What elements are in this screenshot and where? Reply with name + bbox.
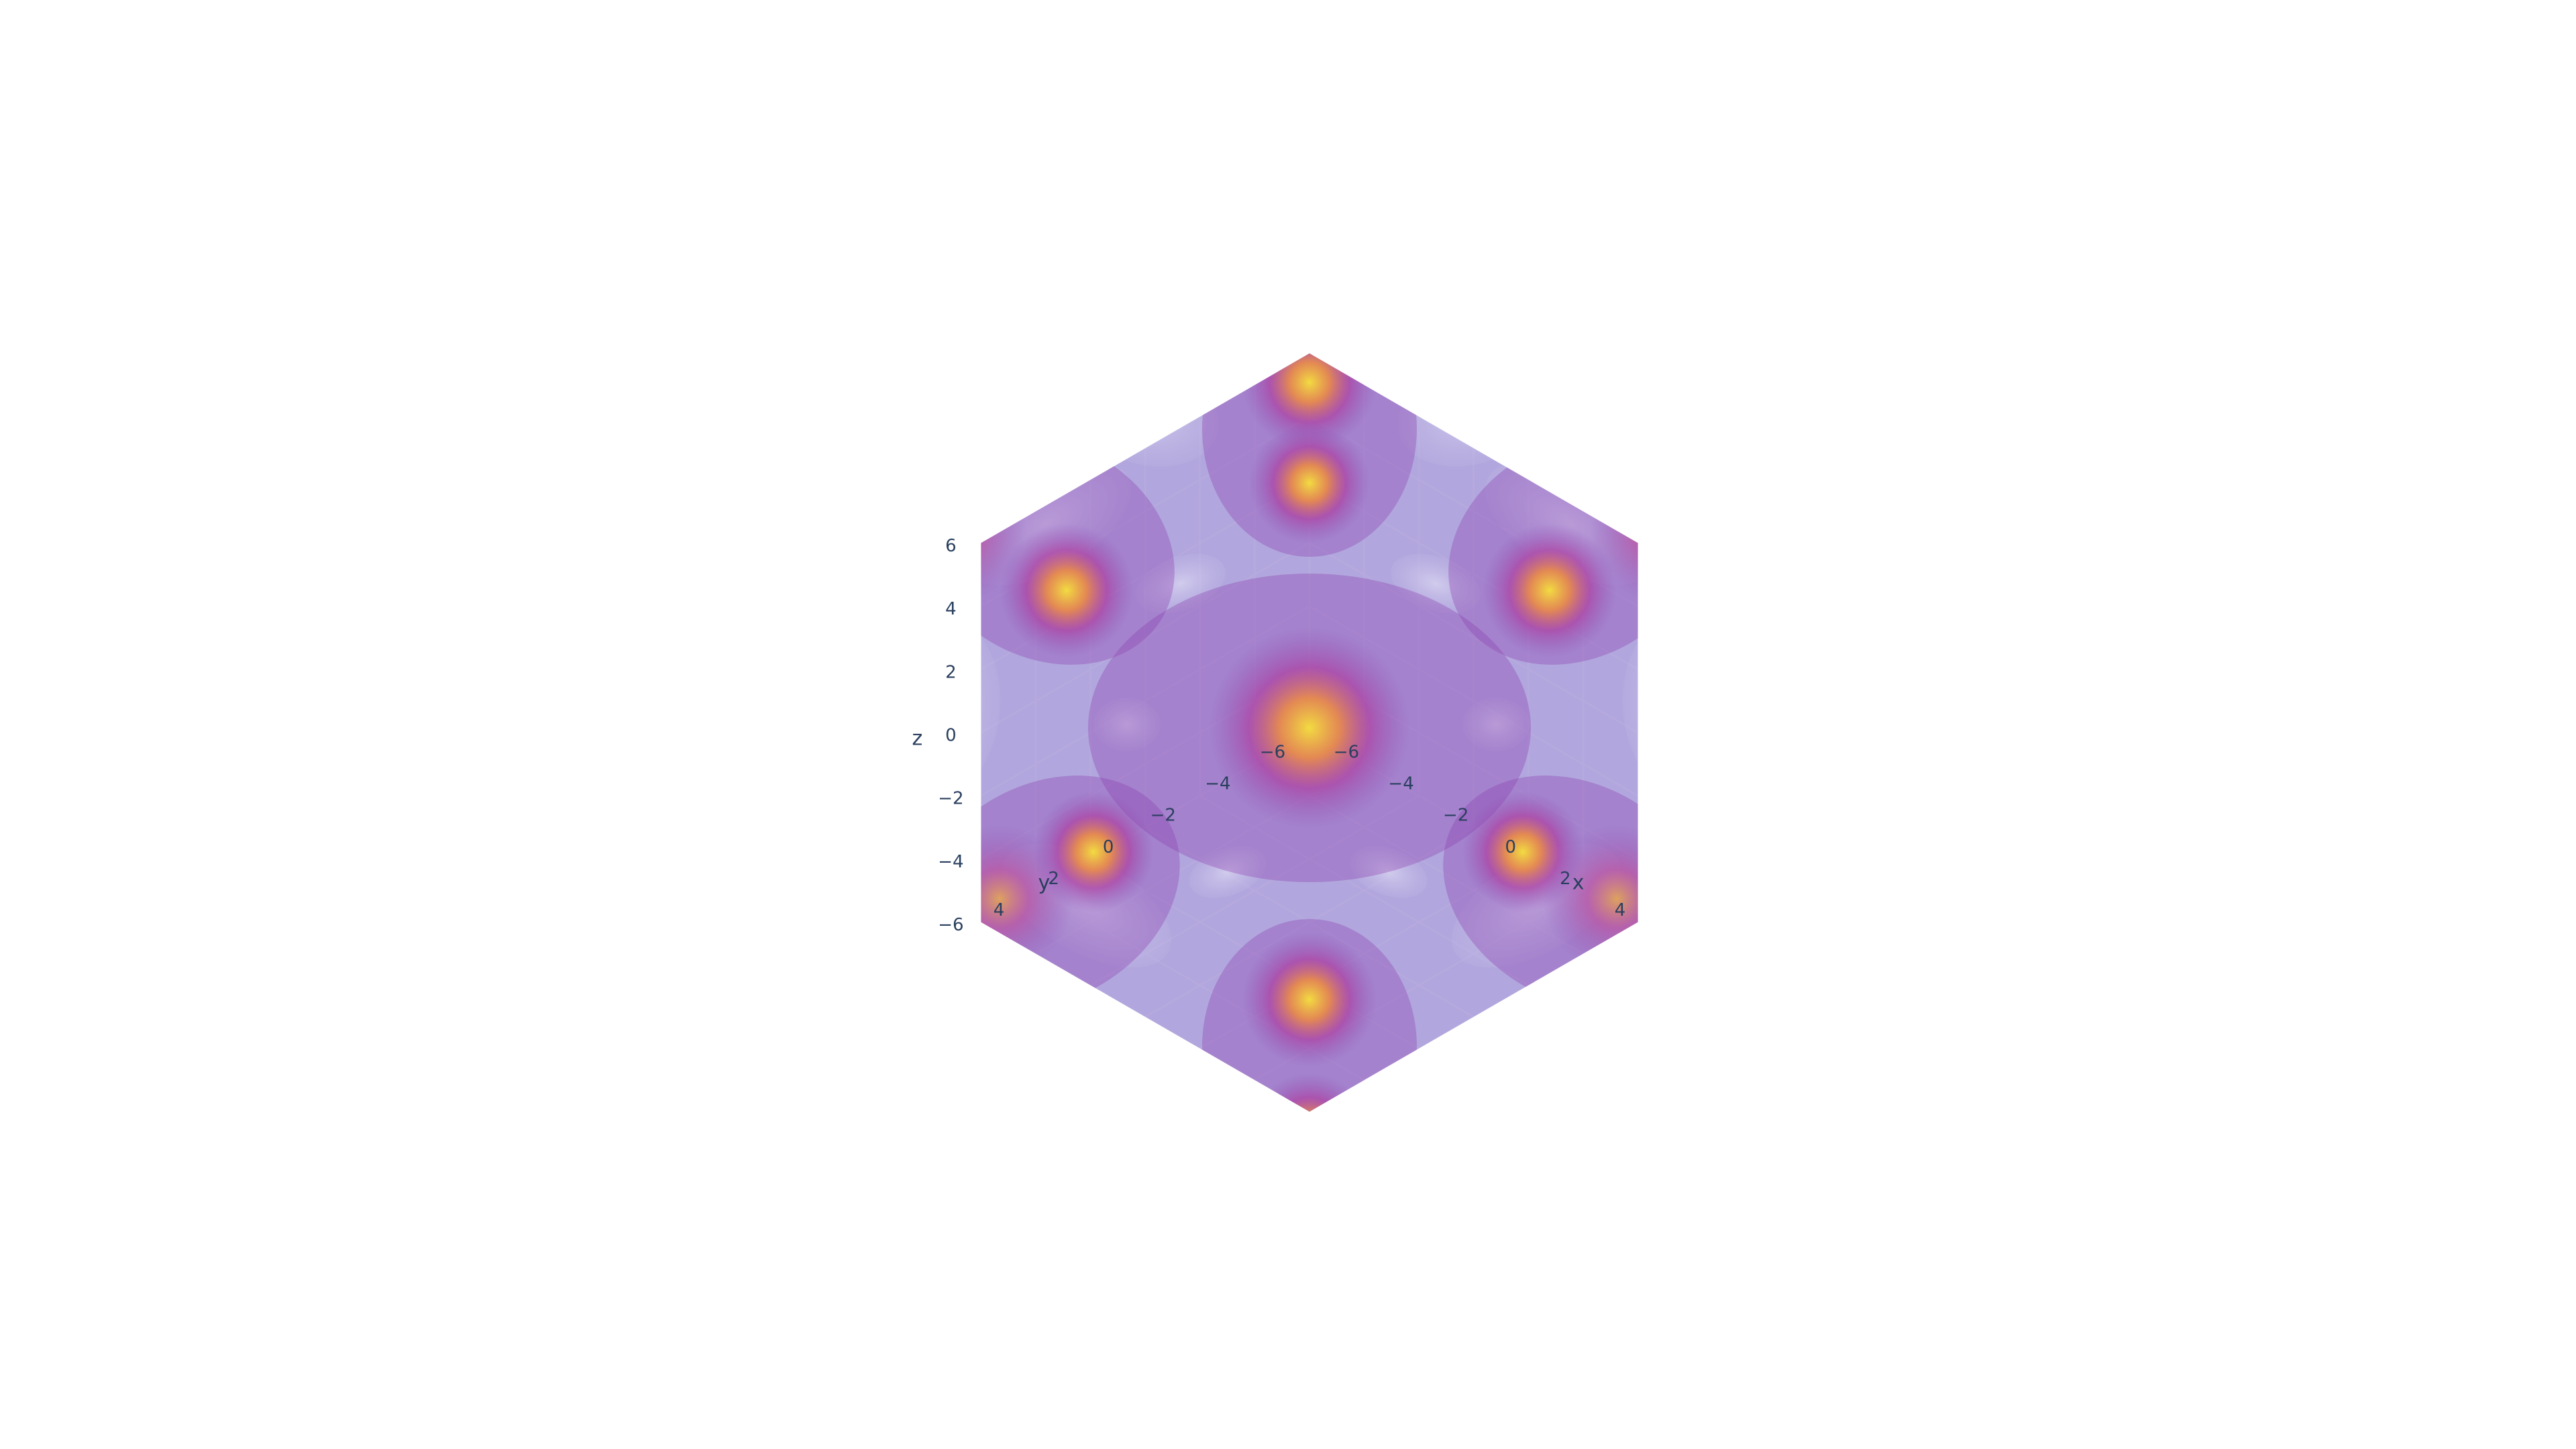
x-tick-label: −6 [1334,743,1359,763]
edge-glow [1496,1087,1630,1112]
iso-shell-lobe [1350,846,1428,898]
z-tick-label: −2 [938,789,963,809]
value-peak [1000,523,1134,657]
value-peak [1483,523,1617,657]
iso-shell-lobe [981,985,1061,1095]
edge-glow [966,215,1100,349]
iso-shell-lobe [778,818,899,994]
iso-shell-lobe [1093,698,1161,751]
iso-shell-lobe [1175,1134,1444,1228]
iso-shell-lobe [1174,1228,1375,1295]
value-peak [1242,353,1377,449]
z-tick-label: −4 [938,852,963,872]
x-tick-label: 2 [1560,869,1571,889]
z-tick-label: 2 [945,662,957,682]
z-tick-label: −6 [938,915,963,935]
iso-shell-lobe [1462,698,1529,751]
iso-shell-lobe [1555,985,1638,1095]
edge-glow [1858,315,1979,436]
y-tick-label: −4 [1205,774,1230,794]
iso-shell-lobe [1656,428,1833,646]
x-tick-label: −4 [1388,774,1413,794]
edge-glow [771,939,879,1046]
edge-glow [1784,657,1905,778]
iso-shell-lobe [1189,846,1267,898]
x-axis-title: x [1572,871,1585,894]
y-tick-label: 2 [1048,869,1059,889]
y-tick-label: −2 [1150,806,1176,826]
y-tick-label: −6 [1260,743,1285,763]
edge-glow [1236,127,1383,275]
edge-glow [1236,1335,1383,1449]
z-axis-title: z [912,727,923,751]
edge-glow [718,657,839,778]
y-axis-title: y [1038,871,1051,894]
iso-shell-lobe [1717,818,1838,994]
value-peak [1033,792,1154,912]
tick-labels: −6 −4 −2 0 2 4 6 −6 −4 −2 0 2 4 −6 −4 −2 0 2 4 [938,536,1625,935]
x-tick-label: 4 [1615,900,1626,920]
z-tick-label: 6 [945,536,957,556]
value-peak [1209,627,1410,828]
z-tick-label: 4 [945,599,957,619]
volume-render [637,127,1979,1449]
x-tick-label: −2 [1443,806,1468,826]
value-peak [1249,1073,1370,1112]
y-tick-label: 0 [1103,837,1114,857]
value-peak [1462,792,1583,912]
axis-titles: z y x [912,727,1585,895]
iso-shell-lobe [1175,228,1444,309]
edge-glow [993,1087,1127,1112]
iso-shell-lobe [784,428,961,646]
iso-shell-lobe [1135,553,1226,614]
iso-shell-lobe [1390,553,1481,614]
x-tick-label: 0 [1505,837,1517,857]
z-tick-label: 0 [945,726,957,746]
edge-glow [637,315,758,436]
edge-glow [1516,215,1650,349]
value-peak [1242,932,1377,1067]
value-peak [1249,423,1370,543]
edge-glow [1731,939,1838,1046]
y-tick-label: 4 [994,900,1005,920]
